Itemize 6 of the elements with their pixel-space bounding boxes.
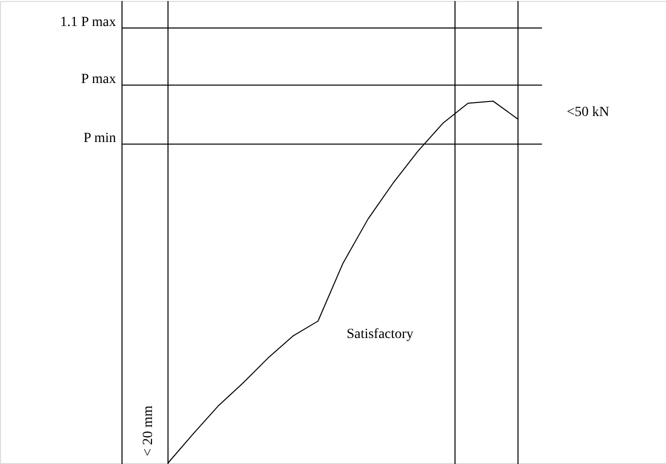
text: <50 kN bbox=[566, 105, 610, 120]
ref-line-label: P min bbox=[83, 131, 116, 146]
ref-line-label: P max bbox=[81, 72, 116, 88]
annotation: < 20 mm bbox=[141, 406, 156, 456]
annotation: Satisfactory bbox=[346, 327, 414, 342]
ref-line-label: 1.1 P max bbox=[60, 14, 116, 30]
